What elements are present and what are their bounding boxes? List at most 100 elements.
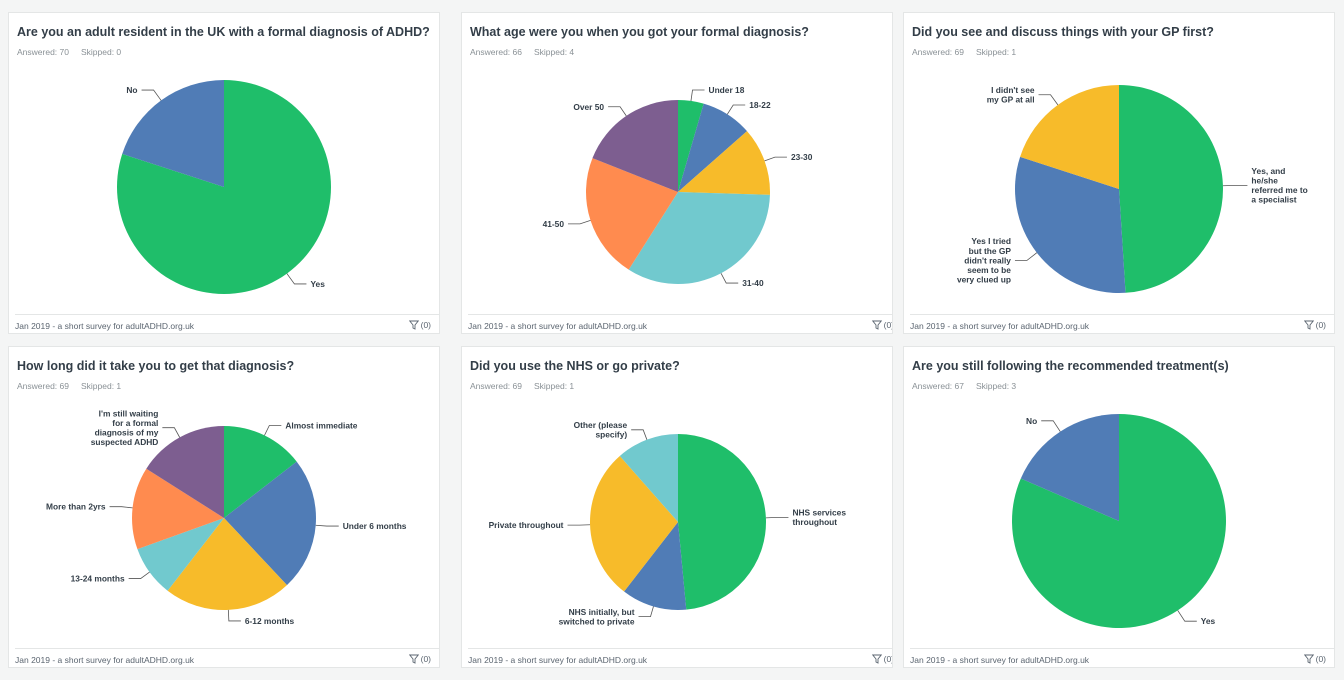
answered-count: Answered: 69	[17, 381, 69, 391]
skipped-count: Skipped: 1	[533, 381, 575, 391]
answered-count: Answered: 66	[470, 47, 522, 57]
label-leader-line	[264, 425, 282, 436]
response-stats: Answered: 69 Skipped: 1	[470, 381, 586, 391]
filter-button[interactable]: (0)	[408, 654, 431, 664]
filter-button[interactable]: (0)	[1303, 320, 1326, 330]
pie-slice-under-6-months[interactable]	[224, 461, 316, 586]
filter-icon	[408, 654, 419, 664]
chart-title: Did you use the NHS or go private?	[470, 359, 680, 373]
chart-card: Did you see and discuss things with your…	[903, 12, 1335, 334]
response-stats: Answered: 66 Skipped: 4	[470, 47, 586, 57]
card-footer: Jan 2019 - a short survey for adultADHD.…	[468, 314, 892, 333]
filter-button[interactable]: (0)	[871, 654, 892, 664]
chart-card: How long did it take you to get that dia…	[8, 346, 440, 668]
pie-slice-18-22[interactable]	[678, 103, 748, 192]
survey-name: Jan 2019 - a short survey for adultADHD.…	[468, 321, 648, 331]
label-leader-line	[162, 427, 181, 438]
pie-slice-41-50[interactable]	[586, 158, 678, 270]
label-leader-line	[1014, 252, 1038, 261]
filter-count: (0)	[1315, 320, 1326, 330]
filter-count: (0)	[420, 320, 431, 330]
slice-label-23-30: 23-30	[791, 152, 813, 162]
slice-label-other-please-specify: Other (please specify)	[574, 420, 628, 440]
slice-label-yes-and-he-she-referred-me-to-a-specialist: Yes, and he/she referred me to a specialist	[1251, 166, 1307, 205]
chart-card: Are you still following the recommended …	[903, 346, 1335, 668]
answered-count: Answered: 67	[912, 381, 964, 391]
filter-button[interactable]: (0)	[1303, 654, 1326, 664]
slice-label-almost-immediate: Almost immediate	[285, 420, 357, 430]
label-leader-line	[128, 571, 150, 579]
label-leader-line	[638, 606, 654, 618]
pie-slice-other-please-specify[interactable]	[619, 434, 678, 522]
survey-name: Jan 2019 - a short survey for adultADHD.…	[15, 321, 195, 331]
response-stats: Answered: 69 Skipped: 1	[912, 47, 1028, 57]
slice-label-private-throughout: Private throughout	[489, 520, 564, 530]
pie-slice-over-50[interactable]	[592, 100, 678, 192]
pie-slice-nhs-services-throughout[interactable]	[678, 434, 767, 610]
survey-name: Jan 2019 - a short survey for adultADHD.…	[910, 321, 1090, 331]
slice-label-no: No	[126, 85, 137, 95]
pie-slice-i-m-still-waiting-for-a-formal-diagnosis-of-my-suspected-adhd[interactable]	[146, 426, 224, 518]
answered-count: Answered: 69	[912, 47, 964, 57]
label-leader-line	[1177, 610, 1197, 622]
pie-slice-13-24-months[interactable]	[137, 518, 224, 591]
pie-slice-yes-and-he-she-referred-me-to-a-specialist[interactable]	[1119, 85, 1223, 293]
skipped-count: Skipped: 4	[533, 47, 575, 57]
chart-title: What age were you when you got your form…	[470, 25, 809, 39]
slice-label-under-6-months: Under 6 months	[343, 521, 407, 531]
pie-chart: Yes No	[1012, 414, 1226, 628]
pie-slice-under-18[interactable]	[678, 100, 704, 192]
slice-label-over-50: Over 50	[573, 102, 604, 112]
pie-chart: Yes, and he/she referred me to a specialist…	[957, 85, 1308, 293]
filter-button[interactable]: (0)	[408, 320, 431, 330]
label-leader-line	[726, 104, 746, 115]
slice-label-31-40: 31-40	[742, 278, 764, 288]
pie-slice-6-12-months[interactable]	[167, 518, 287, 610]
skipped-count: Skipped: 1	[975, 47, 1017, 57]
card-footer: Jan 2019 - a short survey for adultADHD.…	[910, 314, 1334, 333]
slice-label-more-than-2yrs: More than 2yrs	[46, 502, 106, 512]
chart-card: What age were you when you got your form…	[461, 12, 893, 334]
pie-chart: Under 18 18-22 23-30 31-40 41-50 Over 50	[543, 85, 813, 288]
pie-slice-31-40[interactable]	[628, 192, 770, 284]
pie-slice-almost-immediate[interactable]	[224, 426, 297, 518]
label-leader-line	[286, 273, 307, 285]
pie-slice-more-than-2yrs[interactable]	[132, 468, 224, 550]
filter-count: (0)	[420, 654, 431, 664]
filter-icon	[408, 320, 419, 330]
slice-label-i-m-still-waiting-for-a-formal-diagnosis-of-my-suspected-adhd: I'm still waiting for a formal diagnosis o…	[91, 408, 159, 447]
filter-button[interactable]: (0)	[871, 320, 892, 330]
slice-label-yes: Yes	[310, 279, 325, 289]
label-leader-line	[608, 106, 627, 117]
slice-label-nhs-services-throughout: NHS services throughout	[792, 508, 846, 528]
skipped-count: Skipped: 3	[975, 381, 1017, 391]
response-stats: Answered: 67 Skipped: 3	[912, 381, 1028, 391]
survey-name: Jan 2019 - a short survey for adultADHD.…	[15, 655, 195, 665]
pie-chart: Almost immediate Under 6 months 6-12 month…	[46, 408, 407, 626]
chart-title: How long did it take you to get that dia…	[17, 359, 295, 373]
pie-slice-23-30[interactable]	[678, 131, 770, 195]
card-footer: Jan 2019 - a short survey for adultADHD.…	[910, 648, 1334, 667]
pie-slice-i-didn-t-see-my-gp-at-all[interactable]	[1020, 85, 1119, 189]
label-leader-line	[568, 220, 591, 225]
card-footer: Jan 2019 - a short survey for adultADHD.…	[15, 314, 439, 333]
slice-label-18-22: 18-22	[749, 100, 771, 110]
survey-name: Jan 2019 - a short survey for adultADHD.…	[468, 655, 648, 665]
label-leader-line	[227, 609, 241, 622]
slice-label-no: No	[1026, 416, 1037, 426]
pie-slice-no[interactable]	[122, 80, 224, 187]
card-footer: Jan 2019 - a short survey for adultADHD.…	[468, 648, 892, 667]
pie-slice-nhs-initially-but-switched-to-private[interactable]	[624, 522, 687, 610]
label-leader-line	[631, 429, 648, 440]
slice-label-13-24-months: 13-24 months	[71, 574, 125, 584]
pie-slice-no[interactable]	[1020, 414, 1119, 521]
pie-slice-yes-i-tried-but-the-gp-didn-t-really-seem-to-be-very-clued-up[interactable]	[1015, 156, 1126, 293]
chart-title: Did you see and discuss things with your…	[912, 25, 1214, 39]
label-leader-line	[690, 89, 705, 101]
label-leader-line	[1038, 94, 1059, 106]
chart-title: Are you still following the recommended …	[912, 359, 1229, 373]
filter-icon	[1303, 654, 1314, 664]
survey-name: Jan 2019 - a short survey for adultADHD.…	[910, 655, 1090, 665]
pie-slice-private-throughout[interactable]	[590, 455, 678, 592]
label-leader-line	[315, 524, 339, 527]
